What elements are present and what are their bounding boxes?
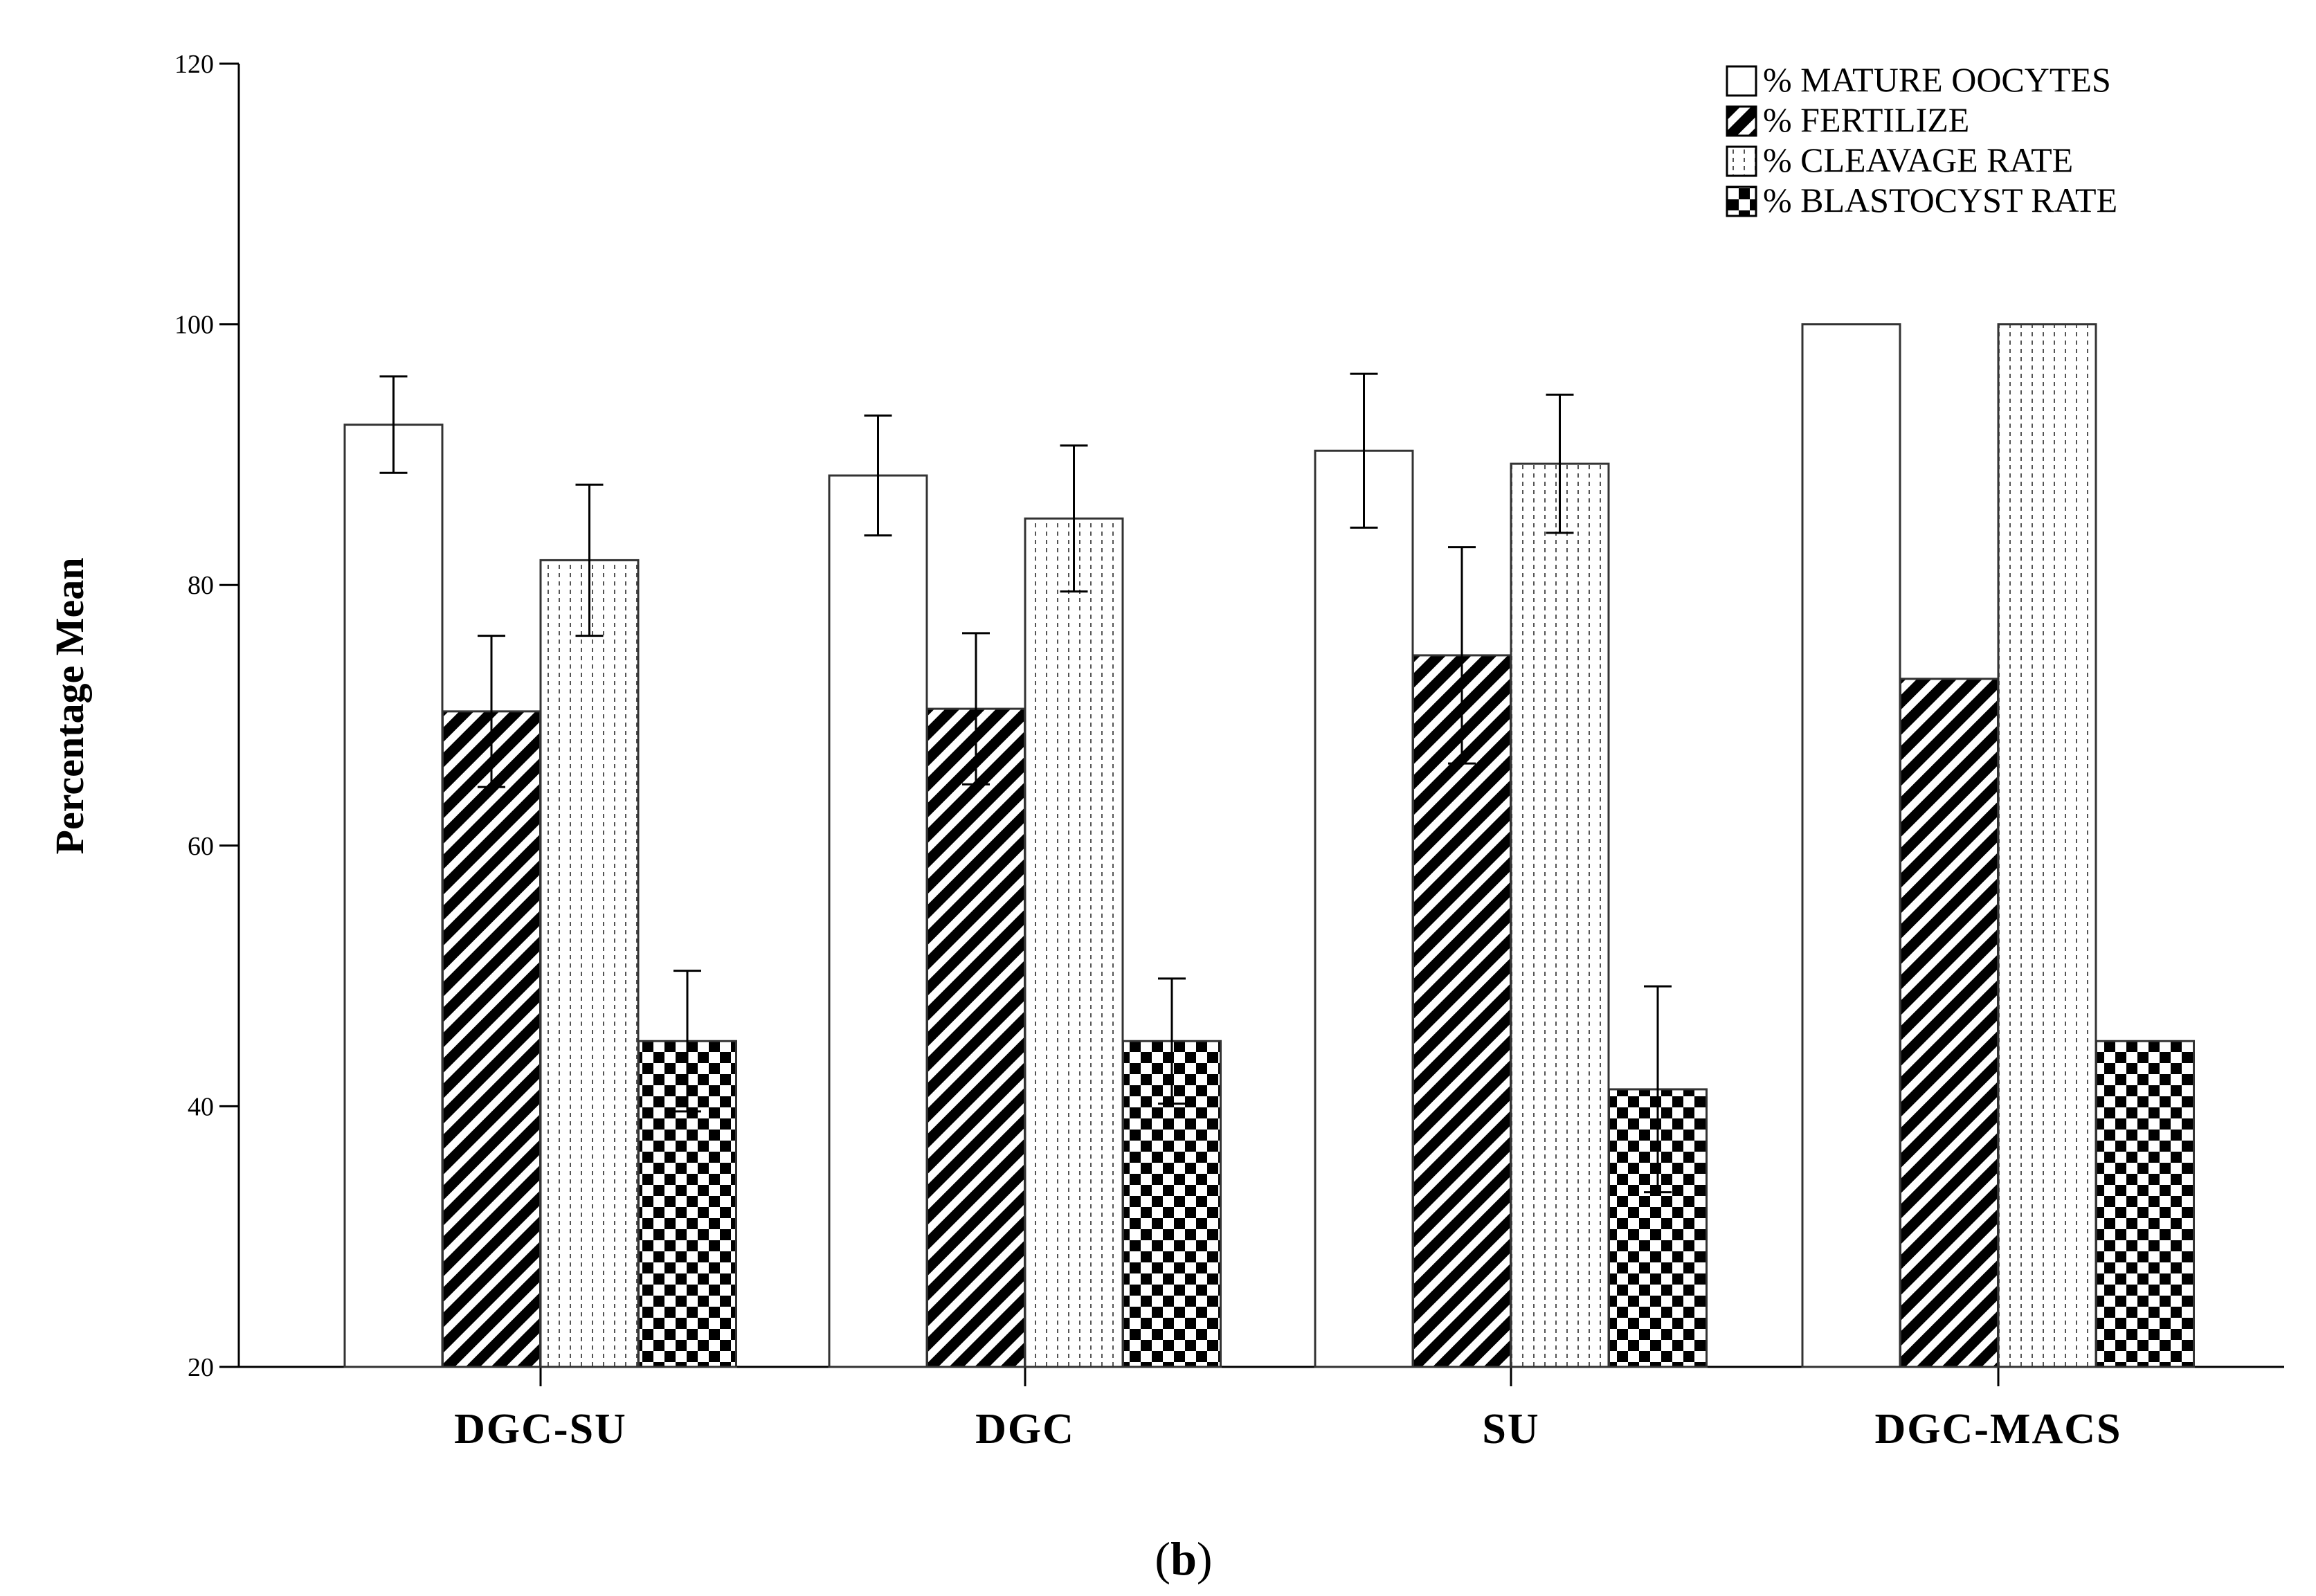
y-tick-label: 120	[174, 50, 214, 79]
legend-swatch	[1726, 145, 1757, 177]
x-category-label: SU	[1482, 1406, 1539, 1453]
legend-swatch	[1726, 185, 1757, 217]
legend-label: % FERTILIZE	[1763, 100, 1969, 139]
caption-letter: b	[1170, 1532, 1197, 1585]
x-category-label: DGC	[975, 1406, 1075, 1453]
y-tick-label: 60	[188, 832, 214, 861]
bar	[2095, 1040, 2195, 1368]
legend-swatch	[1726, 105, 1757, 137]
bar	[1899, 678, 1999, 1368]
y-tick-label: 80	[188, 571, 214, 600]
bars	[343, 323, 2195, 1368]
y-tick-label: 20	[188, 1353, 214, 1382]
bar	[1024, 517, 1124, 1368]
bar	[926, 707, 1026, 1368]
legend-label: % BLASTOCYST RATE	[1763, 181, 2117, 219]
y-axis-label: Percentage Mean	[47, 558, 92, 855]
bar	[1801, 323, 1901, 1368]
x-category-label: DGC-MACS	[1875, 1406, 2122, 1453]
y-tick-label: 40	[188, 1092, 214, 1121]
error-bars	[379, 372, 1672, 1194]
legend-label: % MATURE OOCYTES	[1763, 60, 2111, 99]
bar	[1510, 462, 1610, 1368]
bar	[442, 710, 541, 1368]
legend: % MATURE OOCYTES % FERTILIZE% CLEAVAGE R…	[1726, 60, 2117, 219]
bar	[1314, 449, 1414, 1368]
y-tick-label: 100	[174, 311, 214, 340]
legend-label: % CLEAVAGE RATE	[1763, 140, 2073, 179]
legend-swatch	[1726, 65, 1757, 97]
bar	[828, 474, 928, 1368]
caption-close: )	[1197, 1532, 1213, 1585]
bar	[539, 559, 640, 1368]
figure-caption: (b)	[1155, 1532, 1212, 1585]
bar	[1997, 323, 2097, 1368]
bar	[343, 424, 444, 1368]
x-category-label: DGC-SU	[454, 1406, 627, 1453]
caption-open: (	[1155, 1532, 1170, 1585]
